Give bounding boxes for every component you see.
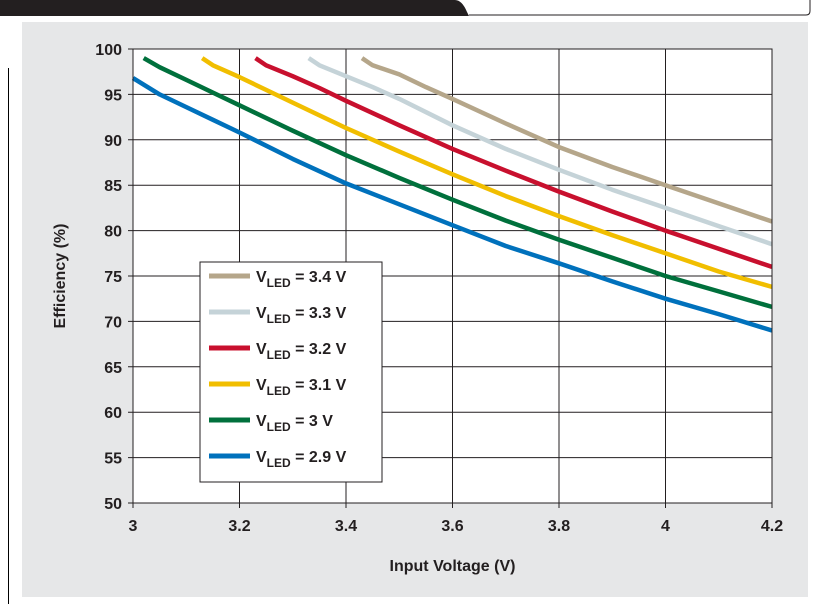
y-tick-label: 100: [95, 42, 122, 59]
legend: VLED = 3.4 V VLED = 3.3 V VLED = 3.2 V VLED…: [199, 261, 383, 483]
y-tick-label: 55: [104, 451, 122, 468]
x-tick-label: 3.2: [228, 518, 250, 535]
y-tick-label: 75: [104, 269, 122, 286]
legend-label: VLED = 3 V: [256, 413, 333, 434]
x-tick-label: 4.2: [761, 518, 783, 535]
y-tick-labels: 50 55 60 65 70 75 80 85 90 95 100: [95, 42, 122, 513]
plot-frame: [132, 48, 773, 504]
series-lines: [131, 56, 773, 333]
x-tick-labels: 3 3.2 3.4 3.6 3.8 4 4.2: [129, 518, 784, 535]
series-line-2: [254, 56, 773, 270]
y-tick-label: 70: [104, 314, 122, 331]
y-tick-label: 60: [104, 405, 122, 422]
y-axis-title: Efficiency (%): [52, 224, 69, 329]
x-axis-title: Input Voltage (V): [390, 558, 516, 575]
x-tick-label: 4: [661, 518, 670, 535]
legend-label: VLED = 3.2 V: [256, 341, 347, 362]
series-line-1: [307, 56, 773, 247]
legend-box: [199, 261, 383, 483]
x-tick-label: 3.8: [548, 518, 570, 535]
y-tick-label: 85: [104, 178, 122, 195]
x-tick-label: 3.6: [441, 518, 463, 535]
y-tick-label: 50: [104, 496, 122, 513]
y-tick-label: 90: [104, 133, 122, 150]
legend-label: VLED = 3.1 V: [256, 377, 347, 398]
y-tick-label: 65: [104, 360, 122, 377]
series-line-0: [360, 56, 773, 224]
y-tick-label: 95: [104, 87, 122, 104]
x-tick-label: 3: [129, 518, 138, 535]
series-line-5: [131, 76, 773, 333]
left-margin-rule: [8, 68, 9, 604]
legend-label: VLED = 3.4 V: [256, 269, 347, 290]
top-banner: [0, 0, 814, 16]
series-line-4: [142, 56, 773, 310]
y-tick-label: 80: [104, 224, 122, 241]
x-tick-label: 3.4: [335, 518, 357, 535]
series-line-3: [200, 56, 773, 290]
top-banner-shape: [0, 0, 811, 16]
legend-label: VLED = 2.9 V: [256, 449, 347, 470]
legend-label: VLED = 3.3 V: [256, 305, 347, 326]
